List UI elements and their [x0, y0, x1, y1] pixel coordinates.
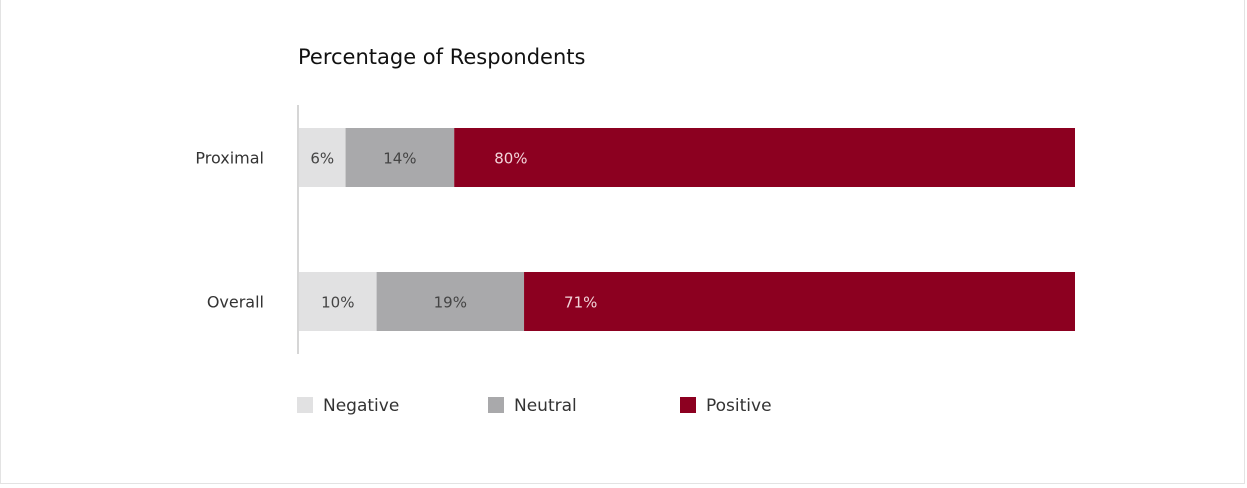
- bar-overall-positive: [524, 272, 1075, 331]
- data-label-proximal-neutral: 14%: [383, 150, 416, 168]
- bars-group: Proximal 6% 14% 80% Overall 10% 19% 71%: [195, 128, 1075, 331]
- legend: Negative Neutral Positive: [297, 396, 772, 416]
- legend-label-neutral: Neutral: [514, 396, 577, 416]
- bar-proximal-neutral: [345, 128, 455, 187]
- legend-swatch-negative: [297, 397, 313, 413]
- legend-swatch-positive: [680, 397, 696, 413]
- legend-swatch-neutral: [488, 397, 504, 413]
- bar-proximal-negative: [299, 128, 346, 187]
- data-label-overall-neutral: 19%: [434, 294, 467, 312]
- legend-label-negative: Negative: [323, 396, 399, 416]
- legend-label-positive: Positive: [706, 396, 772, 416]
- bar-overall-negative: [299, 272, 377, 331]
- data-label-overall-positive: 71%: [564, 294, 597, 312]
- data-label-overall-negative: 10%: [321, 294, 354, 312]
- bar-proximal-positive: [454, 128, 1075, 187]
- data-label-proximal-positive: 80%: [494, 150, 527, 168]
- chart-title: Percentage of Respondents: [298, 45, 585, 69]
- data-label-proximal-negative: 6%: [310, 150, 334, 168]
- category-label-proximal: Proximal: [195, 149, 264, 168]
- category-label-overall: Overall: [207, 293, 264, 312]
- bar-overall-neutral: [376, 272, 525, 331]
